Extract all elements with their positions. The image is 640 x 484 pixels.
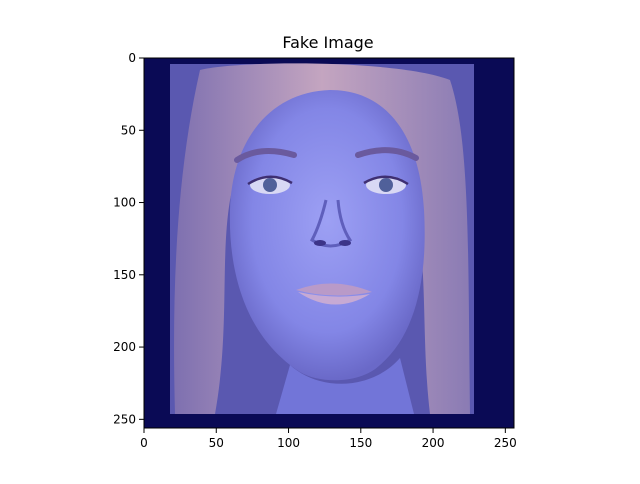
y-tick-label: 250 — [113, 412, 136, 426]
left-eyeliner — [247, 175, 293, 186]
y-axis: 0 50 100 150 200 250 — [113, 51, 144, 426]
image-content — [144, 58, 514, 428]
left-eyebrow — [234, 148, 297, 163]
right-iris — [379, 178, 393, 192]
right-eyebrow — [355, 147, 419, 161]
y-tick-label: 100 — [113, 196, 136, 210]
hair — [174, 63, 471, 414]
x-axis: 0 50 100 150 200 250 — [140, 428, 517, 450]
face — [229, 90, 425, 381]
x-tick-label: 50 — [209, 436, 224, 450]
y-tick-label: 50 — [121, 123, 136, 137]
y-tick-label: 200 — [113, 340, 136, 354]
left-nostril — [314, 240, 326, 246]
nose — [310, 199, 353, 248]
right-nostril — [339, 240, 351, 246]
x-tick-label: 100 — [277, 436, 300, 450]
x-tick-label: 200 — [422, 436, 445, 450]
upper-lip — [296, 283, 372, 296]
chart-title: Fake Image — [282, 33, 373, 52]
x-tick-label: 150 — [349, 436, 372, 450]
axes-frame — [143, 57, 515, 429]
y-tick-label: 150 — [113, 268, 136, 282]
lower-lip — [298, 292, 370, 305]
left-iris — [263, 178, 277, 192]
y-tick-label: 0 — [128, 51, 136, 65]
x-tick-label: 0 — [140, 436, 148, 450]
neck — [276, 358, 414, 414]
right-eyeliner — [363, 175, 409, 186]
x-tick-label: 250 — [494, 436, 517, 450]
